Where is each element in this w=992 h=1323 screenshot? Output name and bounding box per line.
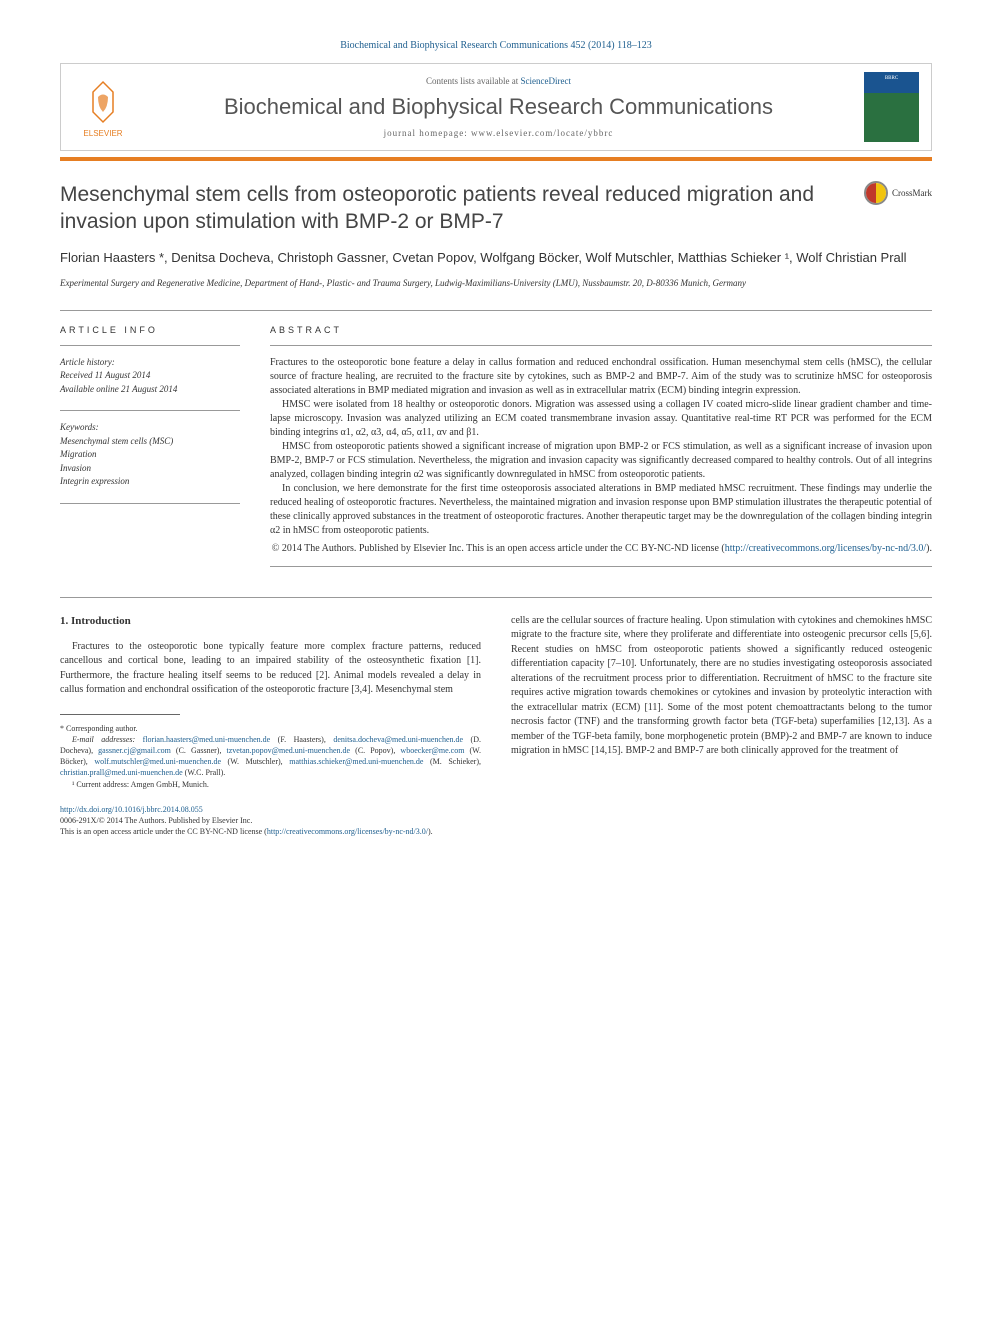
email-link[interactable]: matthias.schieker@med.uni-muenchen.de <box>289 757 423 766</box>
keyword: Migration <box>60 448 240 462</box>
license-close: ). <box>428 827 433 836</box>
abstract-text: Fractures to the osteoporotic bone featu… <box>270 356 932 538</box>
keyword: Integrin expression <box>60 475 240 489</box>
contents-available-line: Contents lists available at ScienceDirec… <box>133 76 864 86</box>
email-label: E-mail addresses: <box>72 735 135 744</box>
section-divider <box>60 310 932 311</box>
crossmark-label: CrossMark <box>892 188 932 198</box>
current-address-note: ¹ Current address: Amgen GmbH, Munich. <box>60 779 481 790</box>
section-heading: 1. Introduction <box>60 614 481 630</box>
license-link[interactable]: http://creativecommons.org/licenses/by-n… <box>267 827 428 836</box>
email-link[interactable]: gassner.cj@gmail.com <box>98 746 171 755</box>
body-divider <box>60 597 932 598</box>
abstract-column: ABSTRACT Fractures to the osteoporotic b… <box>270 325 932 577</box>
abstract-paragraph: Fractures to the osteoporotic bone featu… <box>270 356 932 398</box>
crossmark-badge[interactable]: CrossMark <box>864 181 932 205</box>
copyright-text: © 2014 The Authors. Published by Elsevie… <box>272 543 725 554</box>
article-info-sidebar: ARTICLE INFO Article history: Received 1… <box>60 325 240 577</box>
journal-name: Biochemical and Biophysical Research Com… <box>133 94 864 120</box>
keywords-label: Keywords: <box>60 421 240 435</box>
authors-list: Florian Haasters *, Denitsa Docheva, Chr… <box>60 248 932 268</box>
received-date: Received 11 August 2014 <box>60 369 240 383</box>
info-divider <box>60 503 240 504</box>
email-link[interactable]: christian.prall@med.uni-muenchen.de <box>60 768 183 777</box>
abstract-paragraph: HMSC were isolated from 18 healthy or os… <box>270 398 932 440</box>
crossmark-icon <box>864 181 888 205</box>
copyright-close: ). <box>926 543 932 554</box>
abstract-header: ABSTRACT <box>270 325 932 335</box>
abstract-paragraph: In conclusion, we here demonstrate for t… <box>270 482 932 538</box>
elsevier-logo: ELSEVIER <box>73 72 133 142</box>
copyright-line: © 2014 The Authors. Published by Elsevie… <box>270 542 932 556</box>
keyword: Mesenchymal stem cells (MSC) <box>60 435 240 449</box>
body-paragraph: cells are the cellular sources of fractu… <box>511 614 932 759</box>
article-info-header: ARTICLE INFO <box>60 325 240 335</box>
email-link[interactable]: tzvetan.popov@med.uni-muenchen.de <box>227 746 351 755</box>
abstract-bottom-divider <box>270 566 932 567</box>
email-link[interactable]: denitsa.docheva@med.uni-muenchen.de <box>333 735 463 744</box>
issn-line: 0006-291X/© 2014 The Authors. Published … <box>60 816 252 825</box>
body-left-column: 1. Introduction Fractures to the osteopo… <box>60 614 481 838</box>
journal-homepage: journal homepage: www.elsevier.com/locat… <box>133 128 864 138</box>
available-date: Available online 21 August 2014 <box>60 383 240 397</box>
keyword: Invasion <box>60 462 240 476</box>
affiliation: Experimental Surgery and Regenerative Me… <box>60 277 932 290</box>
info-divider <box>60 410 240 411</box>
journal-header-box: ELSEVIER Contents lists available at Sci… <box>60 63 932 151</box>
email-link[interactable]: wboecker@me.com <box>400 746 464 755</box>
corresponding-author-note: * Corresponding author. <box>60 723 481 734</box>
contents-text: Contents lists available at <box>426 76 520 86</box>
doi-link[interactable]: http://dx.doi.org/10.1016/j.bbrc.2014.08… <box>60 805 203 814</box>
abstract-paragraph: HMSC from osteoporotic patients showed a… <box>270 440 932 482</box>
body-right-column: cells are the cellular sources of fractu… <box>511 614 932 838</box>
email-link[interactable]: wolf.mutschler@med.uni-muenchen.de <box>94 757 221 766</box>
license-line: This is an open access article under the… <box>60 827 267 836</box>
email-link[interactable]: florian.haasters@med.uni-muenchen.de <box>143 735 271 744</box>
accent-bar <box>60 157 932 161</box>
info-divider <box>60 345 240 346</box>
body-paragraph: Fractures to the osteoporotic bone typic… <box>60 640 481 698</box>
journal-reference: Biochemical and Biophysical Research Com… <box>60 40 932 51</box>
journal-cover-thumbnail: BBRC <box>864 72 919 142</box>
footnotes-block: * Corresponding author. E-mail addresses… <box>60 723 481 790</box>
cover-abbrev: BBRC <box>885 76 898 82</box>
abstract-divider <box>270 345 932 346</box>
publisher-name: ELSEVIER <box>83 129 122 138</box>
sciencedirect-link[interactable]: ScienceDirect <box>521 76 571 86</box>
article-history-label: Article history: <box>60 356 240 370</box>
license-link[interactable]: http://creativecommons.org/licenses/by-n… <box>725 543 926 554</box>
doi-block: http://dx.doi.org/10.1016/j.bbrc.2014.08… <box>60 804 481 838</box>
body-columns: 1. Introduction Fractures to the osteopo… <box>60 614 932 838</box>
article-title: Mesenchymal stem cells from osteoporotic… <box>60 181 864 236</box>
footnote-divider <box>60 714 180 715</box>
